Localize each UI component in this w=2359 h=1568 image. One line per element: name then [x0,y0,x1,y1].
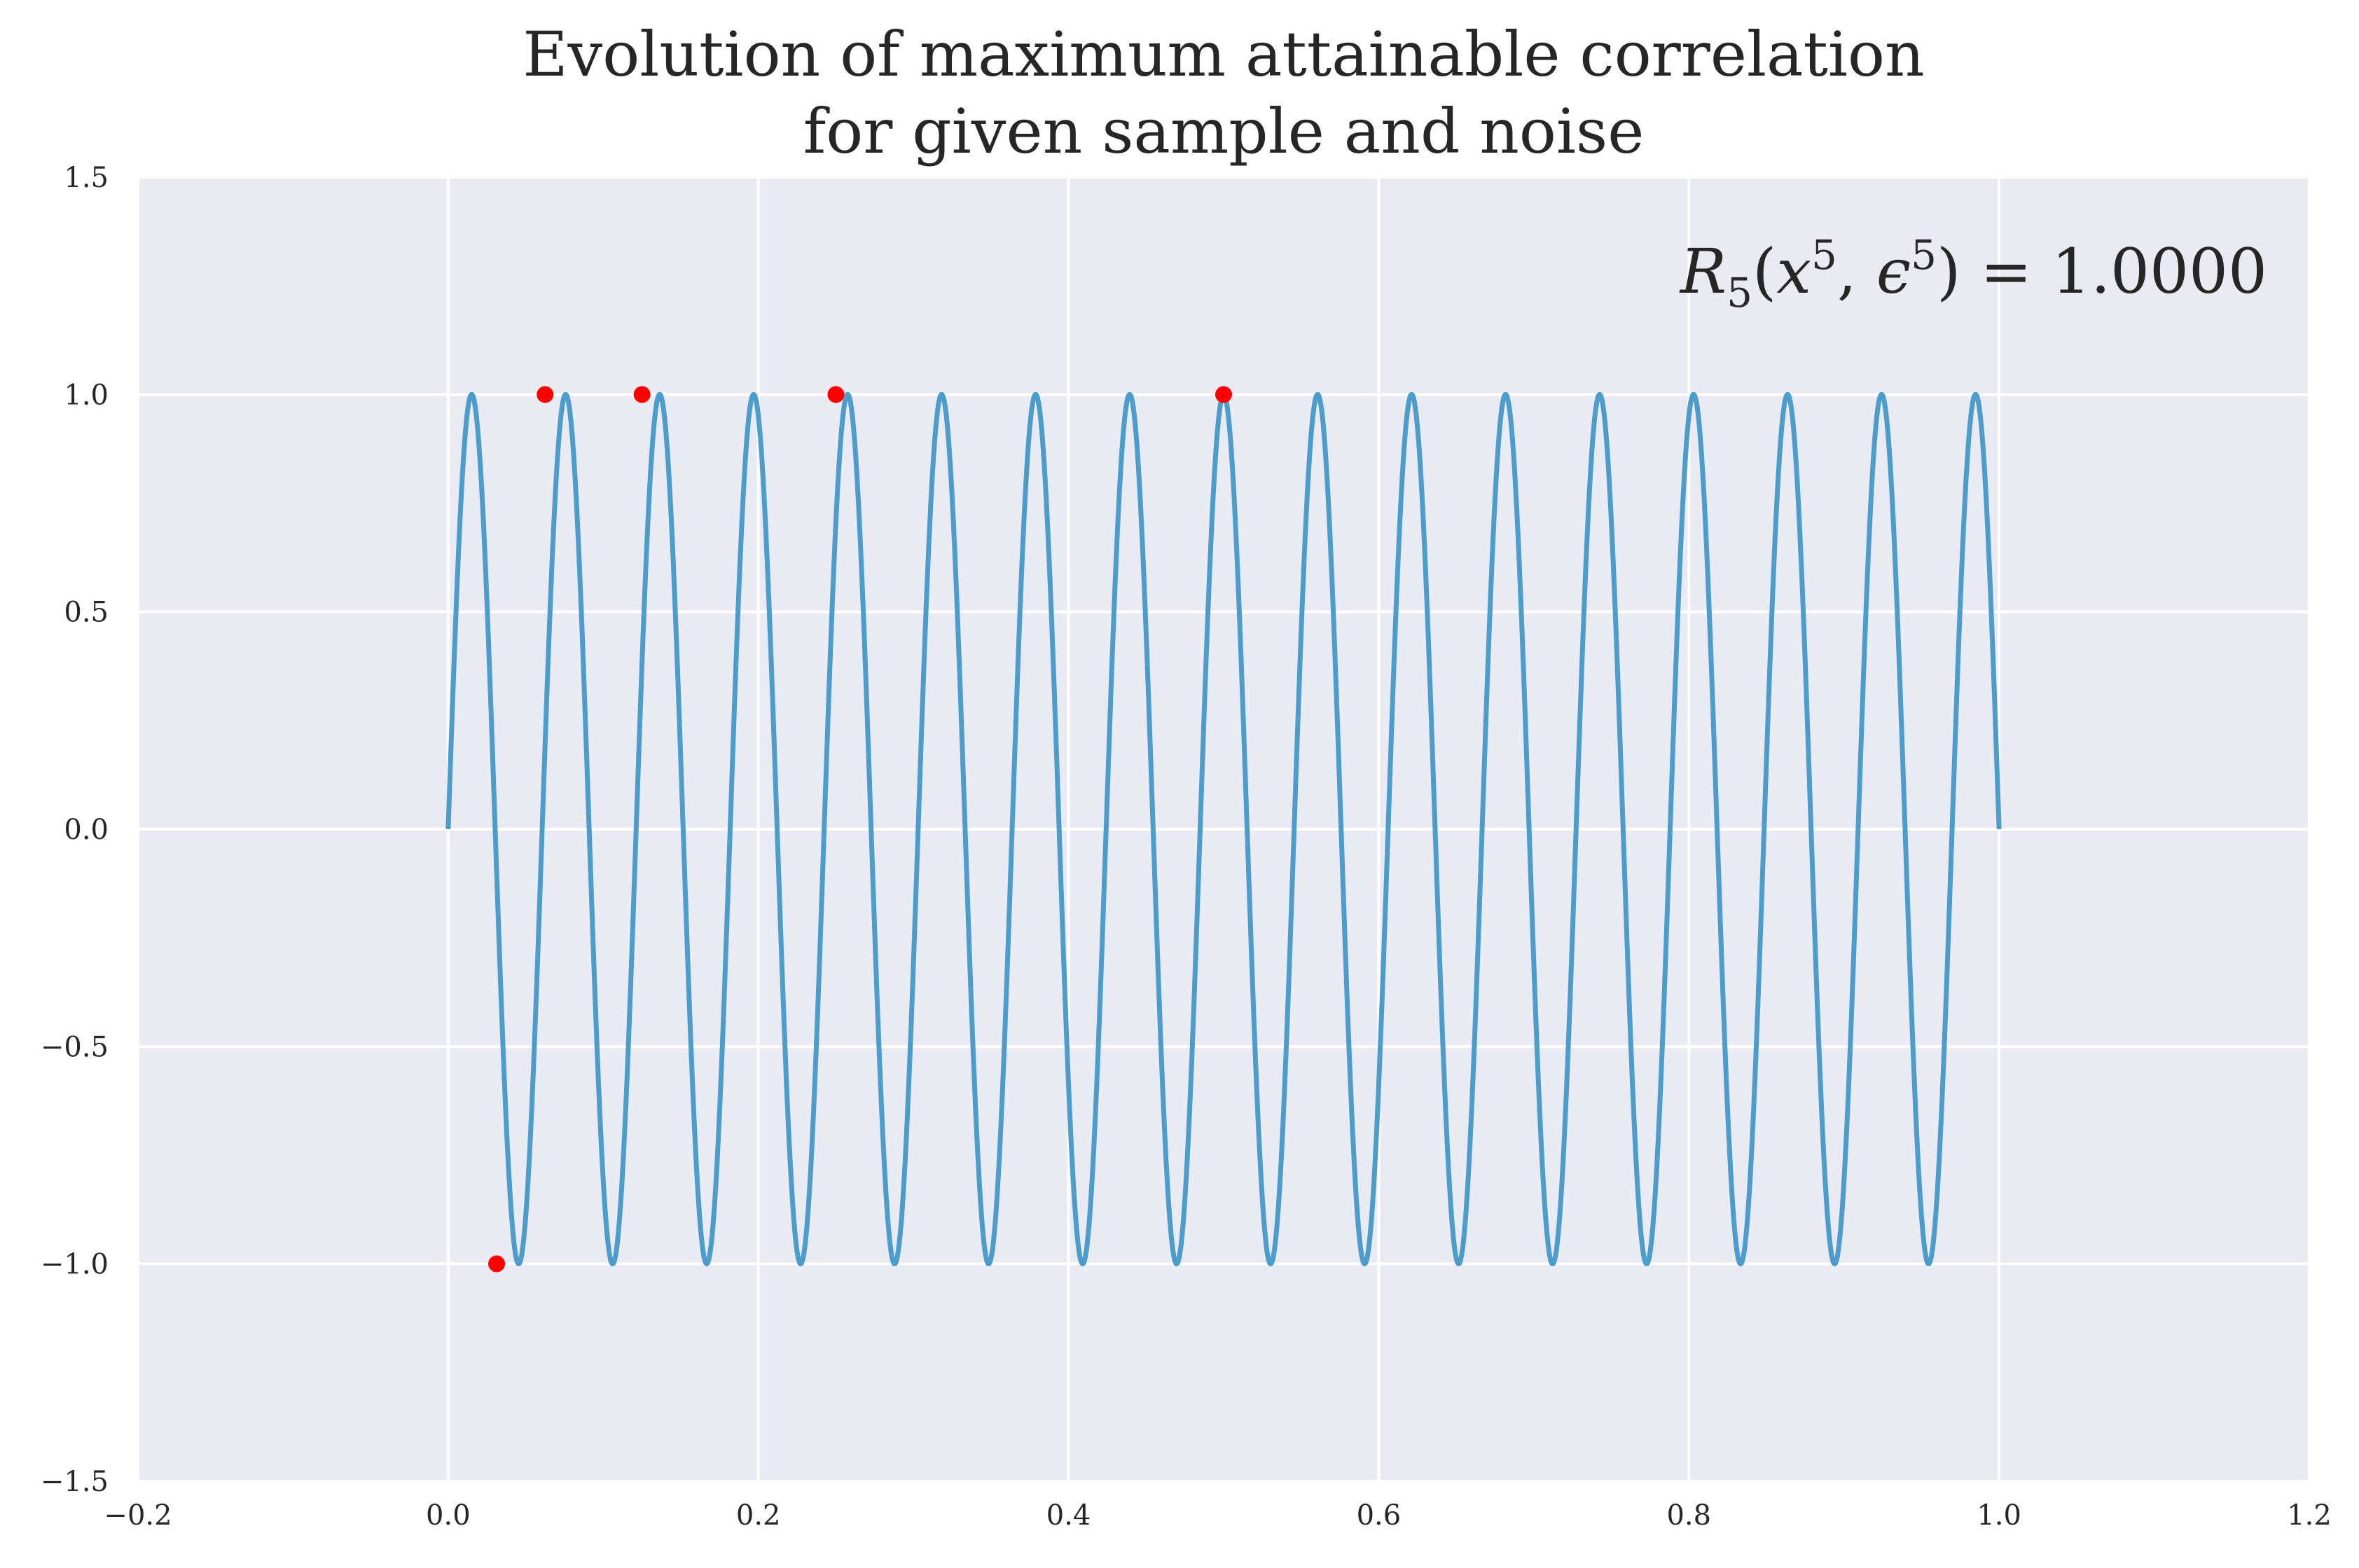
y-tick-label: 1.0 [64,379,109,411]
data-point [633,386,651,403]
data-point [488,1255,506,1272]
y-tick-label: −1.0 [41,1249,109,1281]
annotation-x: x [1776,235,1811,307]
x-tick-label: 0.6 [1357,1499,1402,1532]
y-tick-label: 0.5 [64,597,109,629]
data-point [1215,386,1232,403]
y-axis-ticks: −1.5 −1.0 −0.5 0.0 0.5 1.0 1.5 [41,162,109,1498]
annotation-epsilon: ϵ [1876,235,1911,307]
x-tick-label: 0.8 [1666,1499,1711,1532]
x-tick-label: 1.0 [1977,1499,2021,1532]
annotation-x-superscript: 5 [1811,231,1837,279]
annotation-comma: , [1837,235,1876,307]
data-point [537,386,554,403]
annotation-value: 1.0000 [2052,235,2267,307]
x-axis-ticks: −0.2 0.0 0.2 0.4 0.6 0.8 1.0 1.2 [104,1499,2331,1532]
chart-title-line-1: Evolution of maximum attainable correlat… [523,18,1924,90]
annotation-epsilon-superscript: 5 [1911,231,1937,279]
x-tick-label: −0.2 [104,1499,172,1532]
sample-points [488,386,1232,1272]
annotation-open-paren: ( [1752,235,1776,307]
annotation-equals: ) = [1937,235,2052,307]
x-tick-label: 0.0 [426,1499,471,1532]
annotation-r: R [1679,235,1727,307]
y-tick-label: −0.5 [41,1031,109,1063]
x-tick-label: 0.4 [1046,1499,1091,1532]
chart-title-line-2: for given sample and noise [803,95,1645,167]
y-tick-label: 1.5 [64,162,109,194]
correlation-annotation: R5(x5, ϵ5) = 1.0000 [1679,231,2267,317]
x-tick-label: 1.2 [2287,1499,2332,1532]
data-point [827,386,845,403]
annotation-r-subscript: 5 [1727,269,1752,317]
x-tick-label: 0.2 [736,1499,781,1532]
y-tick-label: 0.0 [64,814,109,846]
y-tick-label: −1.5 [41,1466,109,1498]
